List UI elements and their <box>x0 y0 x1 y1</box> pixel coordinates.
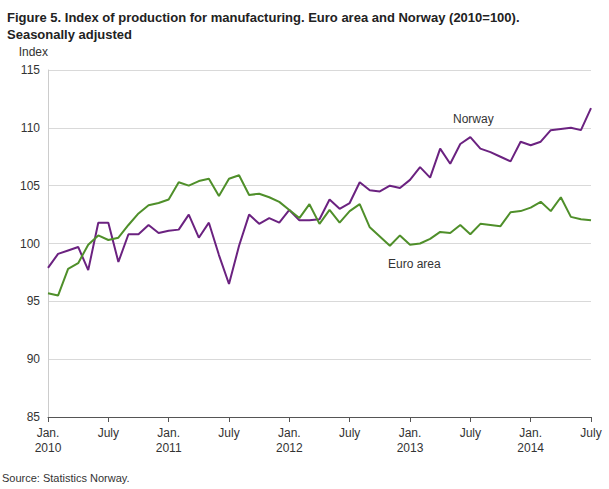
svg-text:2013: 2013 <box>397 441 424 455</box>
svg-text:July: July <box>218 426 239 440</box>
svg-text:2010: 2010 <box>35 441 62 455</box>
svg-text:July: July <box>460 426 481 440</box>
svg-text:July: July <box>580 426 601 440</box>
svg-text:2014: 2014 <box>517 441 544 455</box>
svg-text:July: July <box>98 426 119 440</box>
svg-text:Jan.: Jan. <box>399 426 422 440</box>
svg-text:Jan.: Jan. <box>37 426 60 440</box>
svg-text:Figure 5. Index of production: Figure 5. Index of production for manufa… <box>7 10 520 25</box>
svg-text:Index: Index <box>19 45 48 59</box>
svg-text:100: 100 <box>20 237 40 251</box>
svg-text:105: 105 <box>20 179 40 193</box>
svg-text:Source: Statistics Norway.: Source: Statistics Norway. <box>2 472 130 484</box>
svg-text:Jan.: Jan. <box>278 426 301 440</box>
svg-text:July: July <box>339 426 360 440</box>
svg-text:2012: 2012 <box>276 441 303 455</box>
svg-text:Jan.: Jan. <box>157 426 180 440</box>
svg-text:2011: 2011 <box>156 441 182 455</box>
svg-text:Norway: Norway <box>453 112 494 126</box>
svg-text:95: 95 <box>27 294 41 308</box>
svg-text:90: 90 <box>27 352 41 366</box>
svg-text:Jan.: Jan. <box>519 426 542 440</box>
svg-text:Euro area: Euro area <box>388 257 441 271</box>
svg-text:115: 115 <box>21 63 40 77</box>
svg-text:110: 110 <box>21 121 40 135</box>
svg-text:Seasonally adjusted: Seasonally adjusted <box>7 27 132 42</box>
svg-text:85: 85 <box>27 410 41 424</box>
